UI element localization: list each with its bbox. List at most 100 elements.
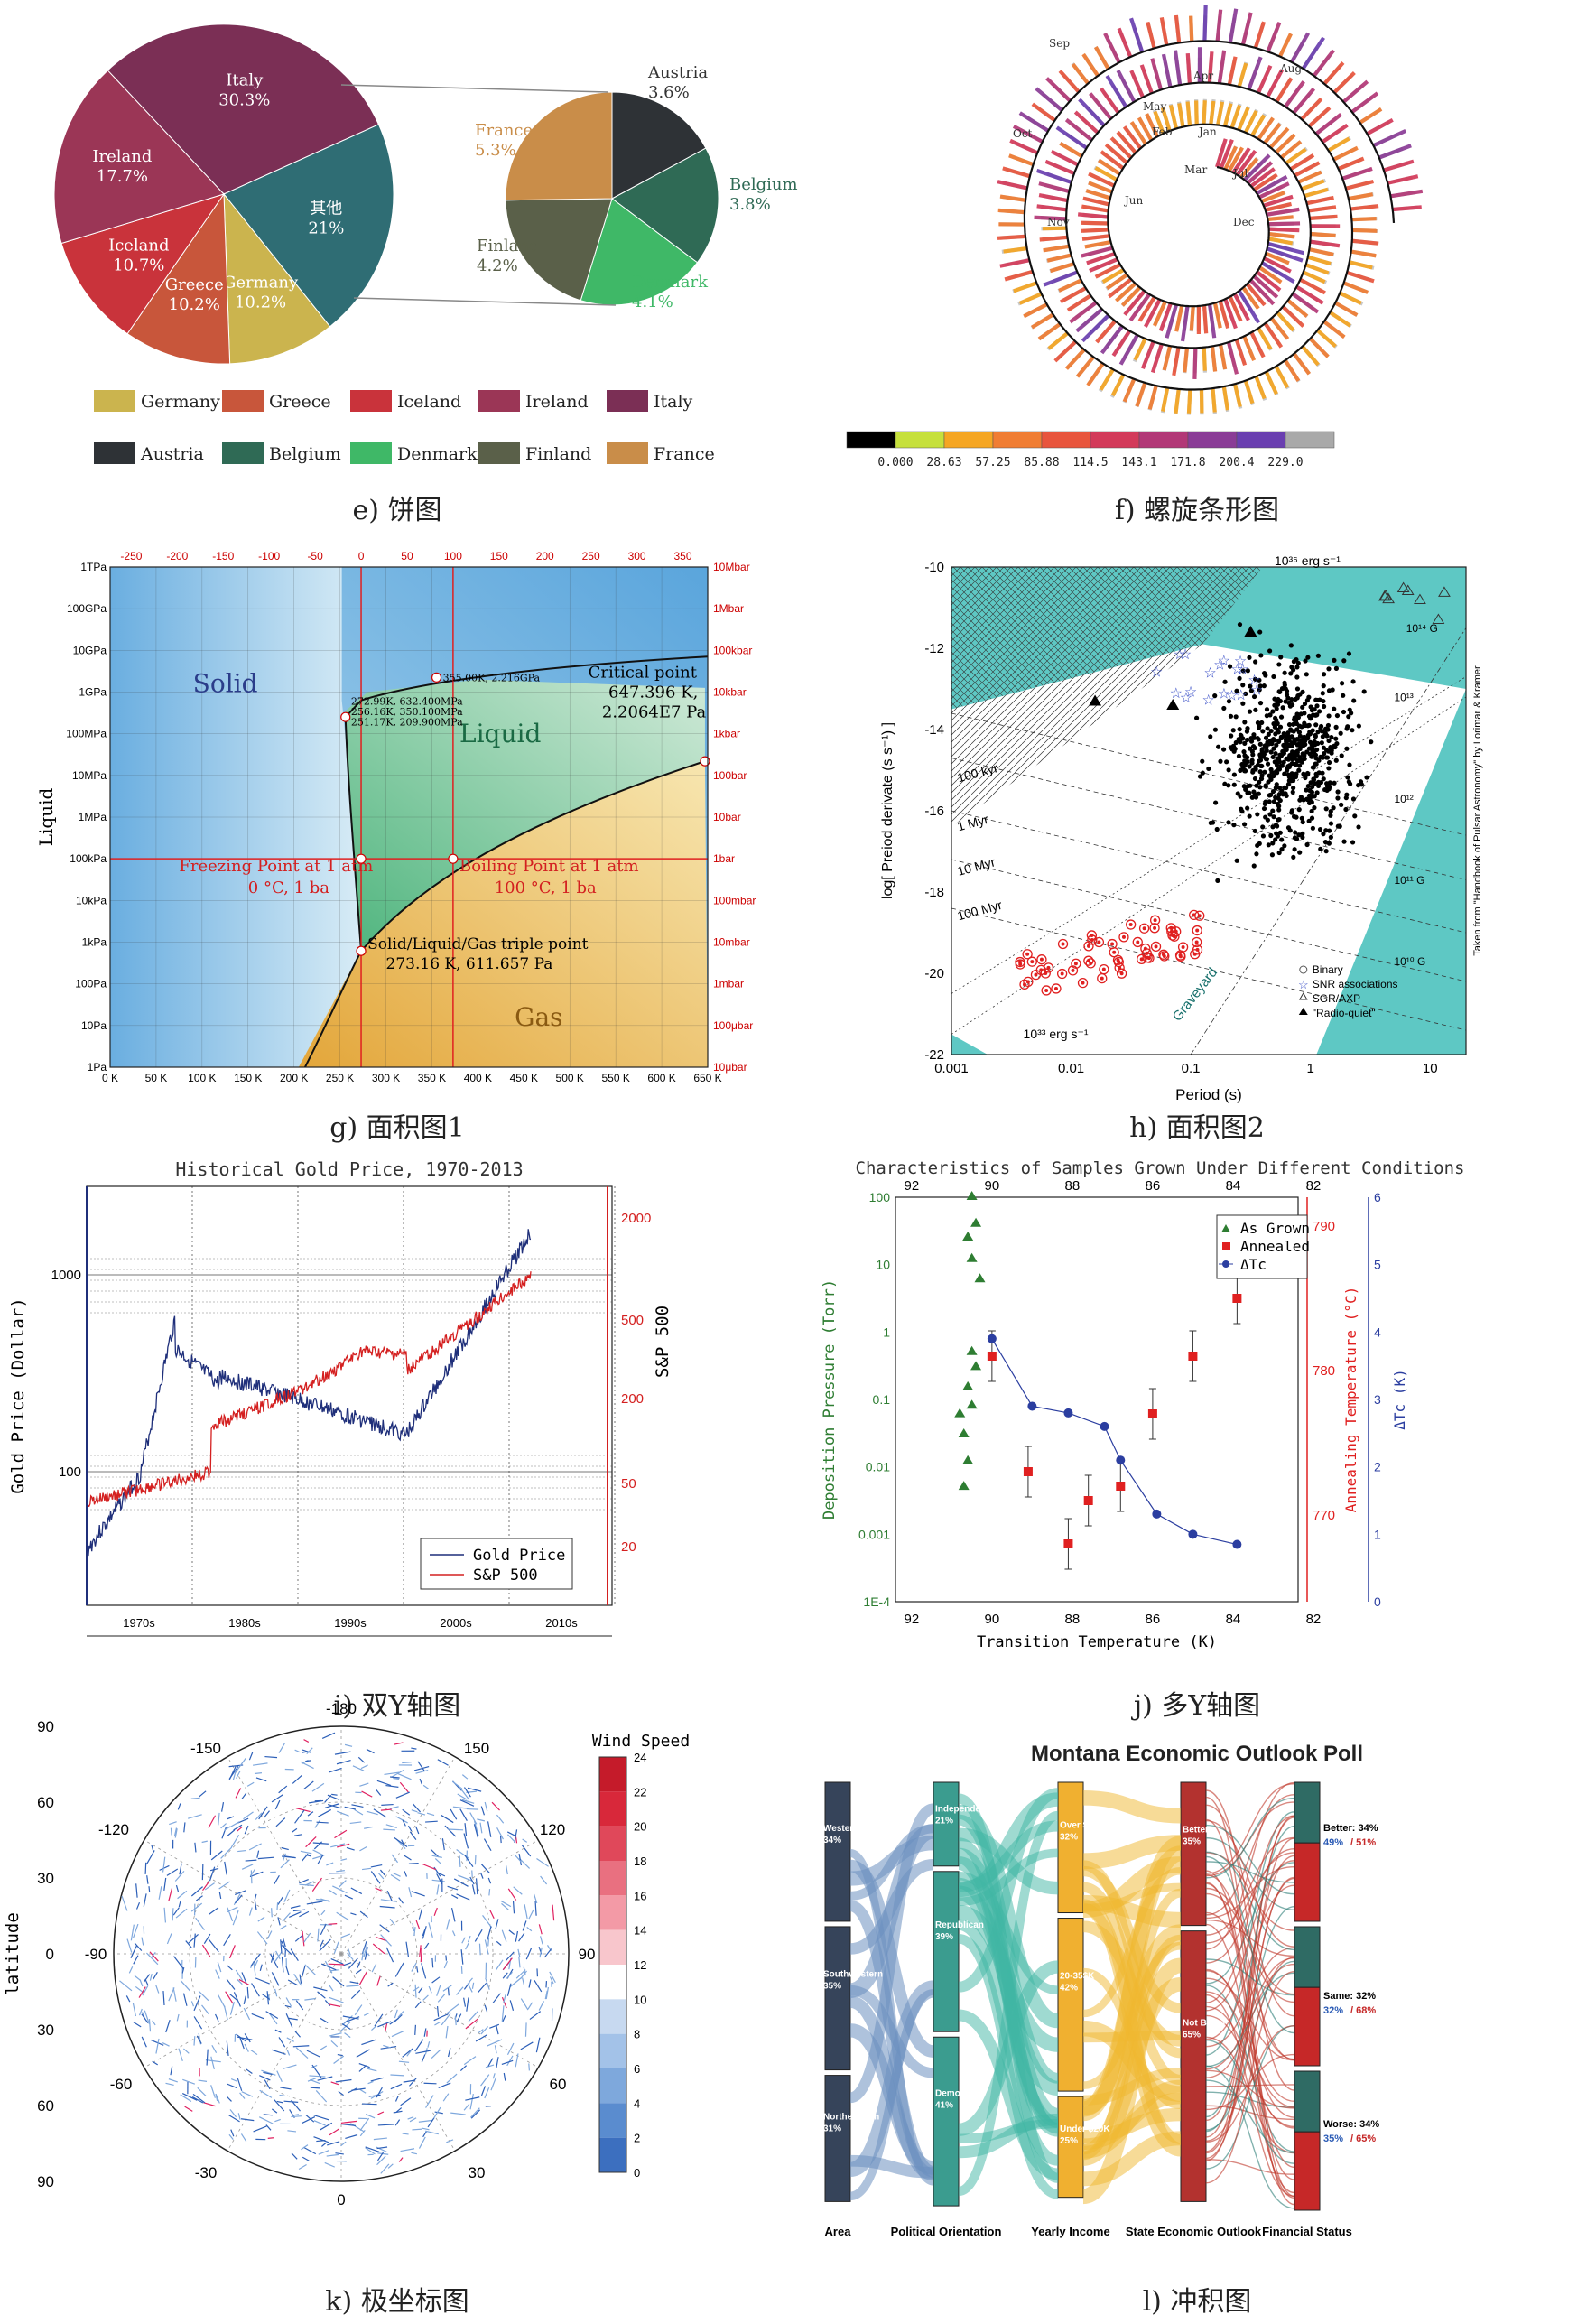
sgr-triangle (1414, 593, 1426, 605)
wind-vector (428, 1922, 433, 1938)
status-value: / 51% (1350, 1837, 1376, 1848)
pulsar-point (1271, 799, 1276, 804)
wind-vector (482, 1914, 493, 1929)
binary-dot (1039, 957, 1044, 962)
colorbar-frame (598, 1756, 627, 2173)
spiral-bar (1301, 179, 1325, 191)
wind-vector (489, 2023, 500, 2029)
binary-dot (1090, 937, 1094, 942)
pulsar-point (1240, 668, 1246, 674)
flow (1205, 2105, 1295, 2121)
status-label: Worse: 34% (1323, 2119, 1379, 2130)
wind-vector (444, 1825, 457, 1837)
wind-vector (520, 1970, 528, 1980)
pulsar-point (1277, 689, 1283, 695)
radial-tick: 30 (37, 1870, 54, 1887)
radial-tick: 60 (37, 1794, 54, 1811)
spiral-bar (1256, 270, 1282, 293)
as-grown-point (962, 1380, 974, 1390)
flow (958, 1827, 1059, 1895)
spiral-bar (1314, 113, 1342, 135)
spiral-bar (1292, 352, 1312, 376)
wind-vector (474, 1855, 477, 1865)
wind-vector (508, 1929, 515, 1935)
wind-vector (198, 1990, 209, 2002)
wind-vector (256, 1931, 268, 1945)
spiral-bar (1264, 370, 1278, 395)
spiral-bar (1249, 331, 1266, 358)
wind-vector (340, 2141, 347, 2147)
spiral-bar (1202, 305, 1209, 334)
flow (1205, 1848, 1295, 1964)
spiral-bar (1334, 301, 1359, 317)
wind-vector (307, 1811, 314, 1817)
wind-vector (245, 1859, 257, 1862)
spiral-bar (1237, 62, 1248, 88)
spiral-bar (1004, 269, 1034, 282)
wind-vector (456, 1893, 470, 1901)
pulsar-point (1276, 850, 1282, 856)
spiral-bar (1081, 228, 1109, 233)
pulsar-point (1257, 629, 1263, 635)
pulsar-point (1226, 699, 1232, 704)
spiral-bar (1180, 305, 1190, 342)
status-value: 35% (1323, 2133, 1343, 2144)
wind-vector (348, 1957, 358, 1969)
pulsar-point (1228, 745, 1233, 750)
wind-vector (329, 1969, 339, 1972)
legend-swatch (350, 390, 392, 412)
legend-marker (1221, 1224, 1230, 1232)
wind-vector (130, 1945, 138, 1958)
wind-vector (228, 2133, 234, 2140)
spiral-bar (1081, 204, 1109, 213)
wind-vector (534, 1980, 543, 1993)
wind-vector (430, 1848, 440, 1858)
pulsar-point (1334, 740, 1340, 747)
top-tick: 100 (444, 550, 462, 562)
wind-vector (364, 1826, 374, 1829)
wind-vector (404, 1871, 408, 1877)
pulsar-point (1325, 722, 1332, 729)
month-label: Aug (1279, 62, 1302, 75)
wind-vector (201, 1840, 208, 1844)
spiral-bar (1350, 91, 1379, 114)
binary-point (1149, 915, 1161, 925)
flow (1081, 1902, 1183, 2144)
x-tick: 2010s (545, 1616, 578, 1630)
pulsar-point (1244, 755, 1250, 760)
wind-vector (153, 1972, 158, 1980)
pulsar-point (1261, 683, 1267, 689)
top-tick: 300 (628, 550, 646, 562)
wind-vector (312, 1849, 324, 1856)
spiral-bar (1069, 301, 1098, 324)
snr-star: ☆ (1174, 646, 1186, 663)
pulsar-point (1273, 750, 1278, 757)
legend-swatch (222, 442, 264, 464)
pulsar-point (1206, 766, 1211, 772)
wind-vector (236, 1758, 246, 1771)
pulsar-point (1256, 737, 1261, 742)
outlook-node (1180, 1781, 1207, 1927)
wind-vector (286, 2037, 294, 2042)
binary-dot (1061, 942, 1065, 946)
month-label: Sep (1049, 37, 1070, 50)
wind-vector (303, 1739, 310, 1743)
legend-marker (1222, 1260, 1229, 1268)
wind-vector (283, 2100, 299, 2103)
wind-vector (293, 1834, 303, 1836)
wind-vector (467, 1787, 482, 1792)
spiral-bar (1172, 347, 1181, 376)
wind-vector (172, 1907, 180, 1916)
flow (1205, 1958, 1295, 1996)
spiral-bar (1257, 116, 1275, 141)
pulsar-point (1243, 691, 1248, 696)
wind-vector (190, 2001, 195, 2007)
sgr-triangle (1379, 590, 1392, 600)
binary-point (1093, 936, 1105, 948)
pulsar-point (1294, 752, 1300, 758)
spiral-bar (1232, 383, 1242, 408)
spiral-bar (1008, 153, 1035, 167)
pulsar-point (1268, 792, 1274, 797)
wind-vector (132, 1923, 139, 1939)
flow (1205, 2079, 1295, 2154)
